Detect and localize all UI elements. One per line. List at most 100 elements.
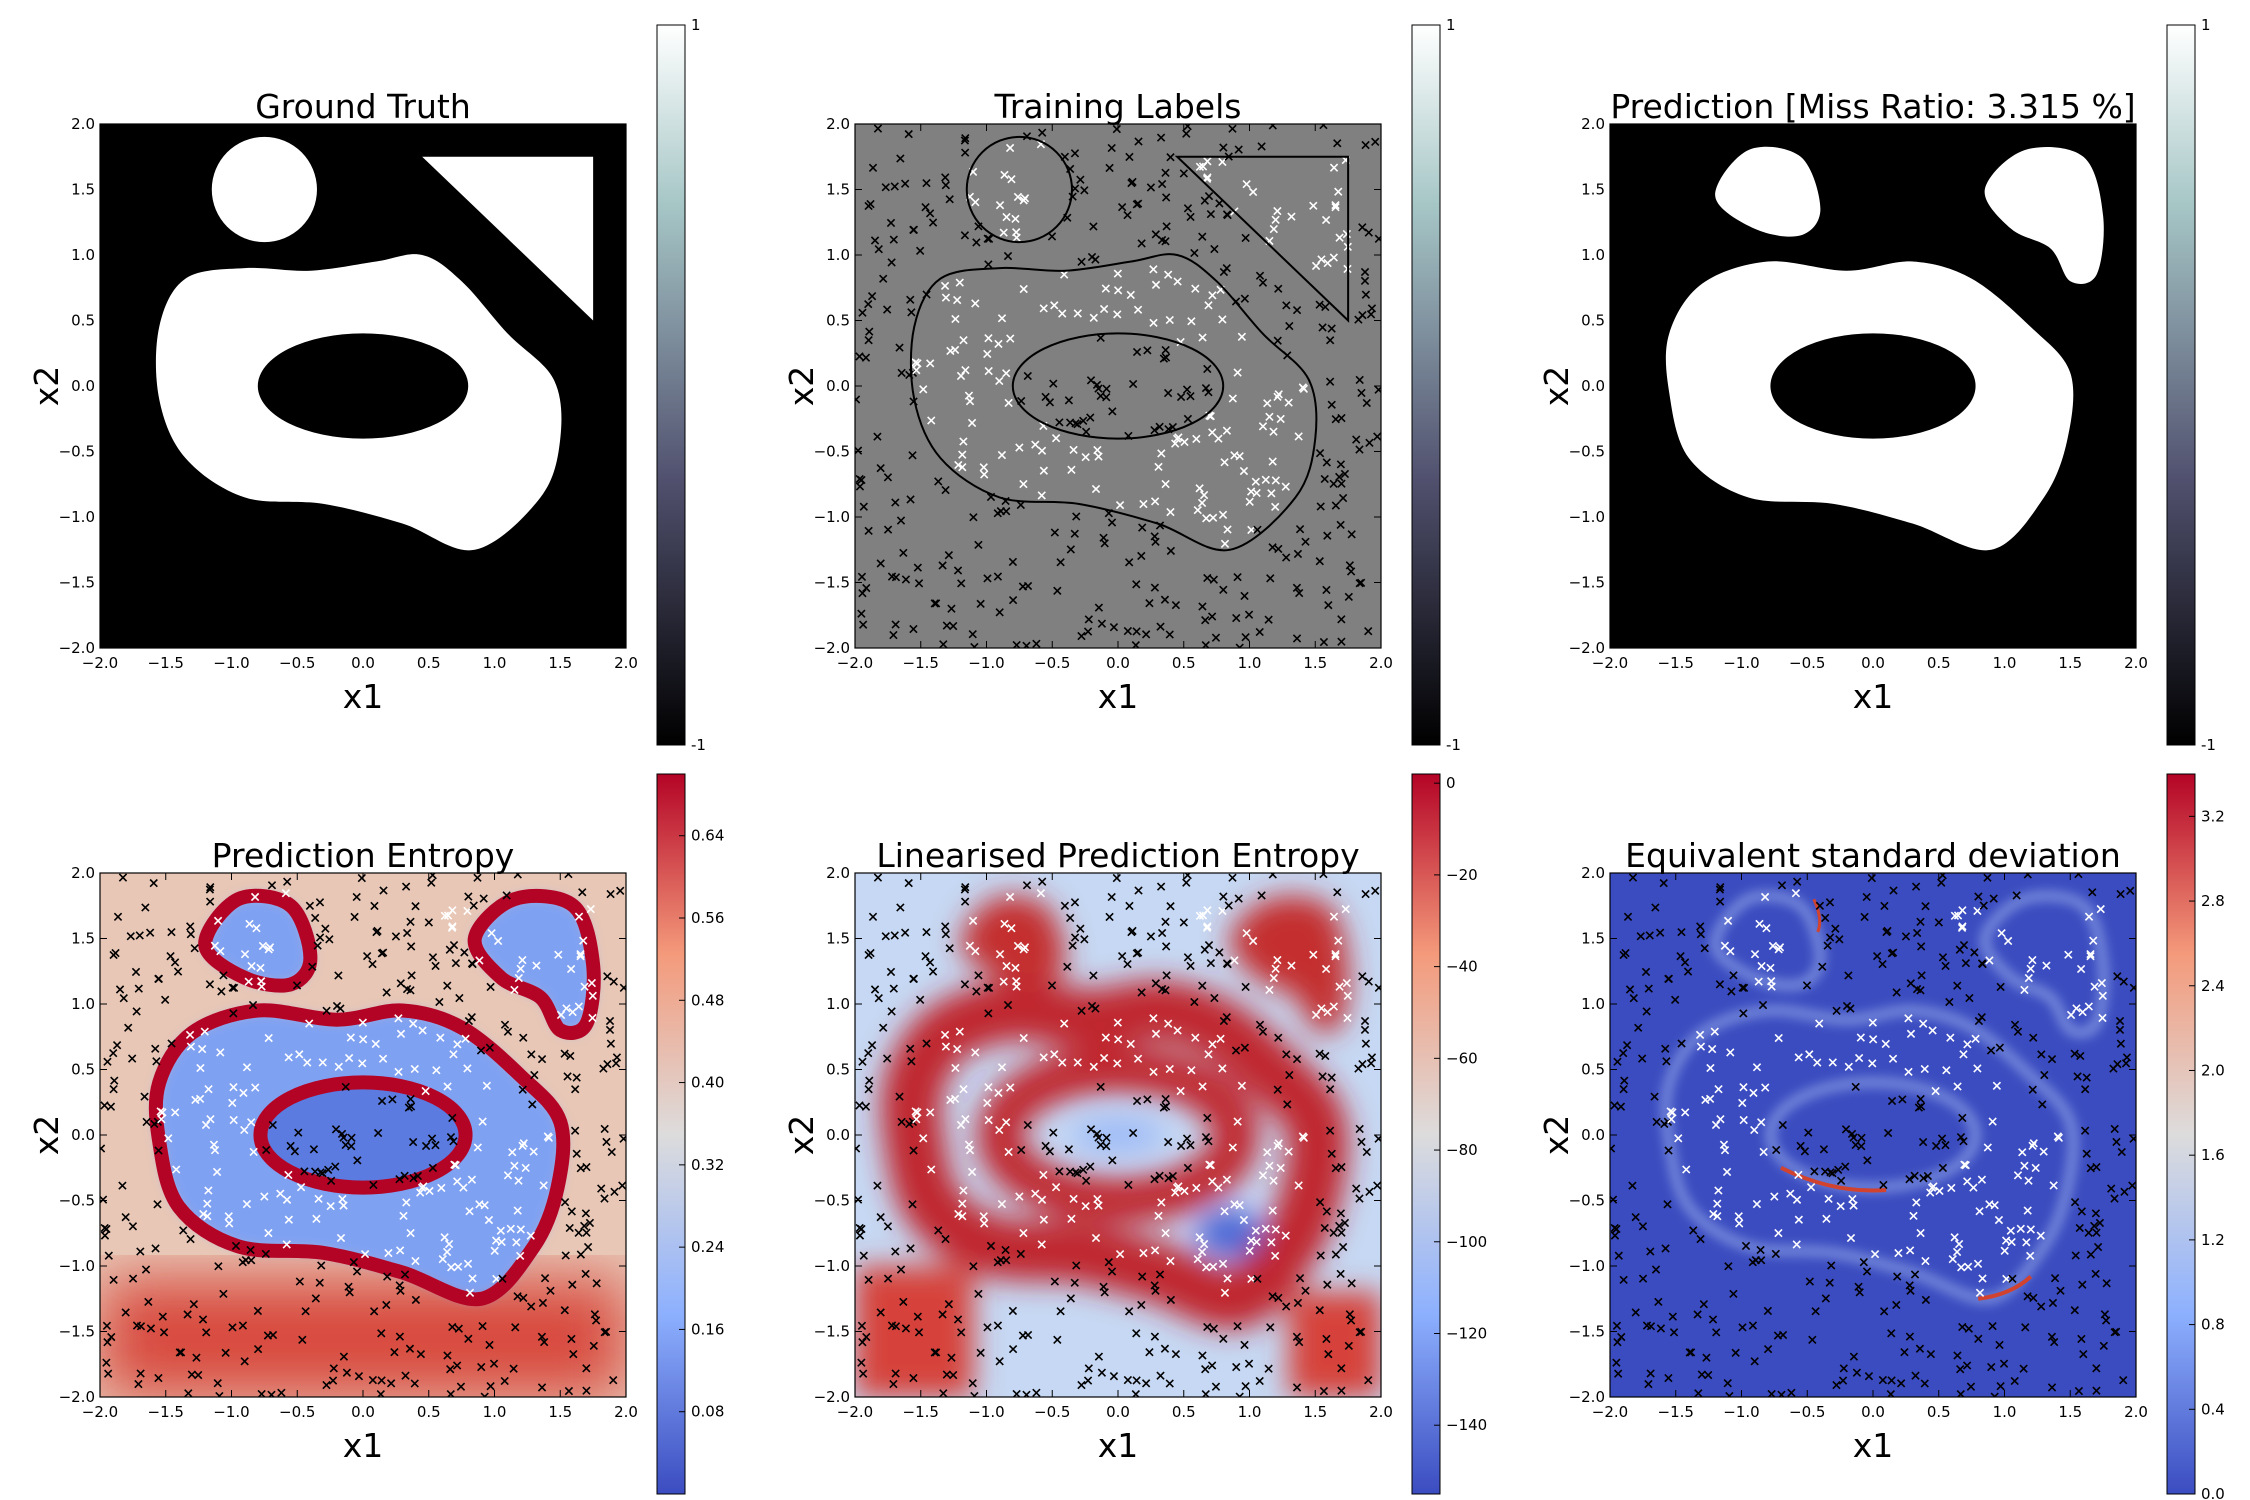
x-tick-label: 1.5: [2058, 654, 2082, 672]
sample-point: [954, 460, 963, 470]
sample-point: [1166, 1295, 1176, 1305]
sample-point: [1137, 988, 1146, 997]
sample-point: [1854, 1053, 1864, 1063]
y-tick-label: −1.5: [59, 1323, 95, 1341]
sample-point: [1808, 1335, 1817, 1344]
sample-point: [2098, 991, 2107, 1000]
sample-point: [1340, 1218, 1350, 1228]
sample-point: [1203, 1113, 1212, 1123]
sample-point: [922, 178, 931, 188]
sample-point: [1104, 1258, 1113, 1267]
sample-point: [1839, 1364, 1848, 1373]
sample-point: [1735, 1219, 1744, 1228]
sample-point: [1947, 1183, 1956, 1193]
sample-point: [134, 1379, 143, 1389]
sample-point: [154, 974, 163, 984]
sample-point: [1315, 300, 1324, 309]
sample-point: [338, 1194, 347, 1204]
sample-point: [1878, 1375, 1888, 1385]
sample-point: [1329, 163, 1339, 172]
sample-point: [1141, 1379, 1151, 1388]
sample-point: [984, 1009, 993, 1018]
sample-point: [1844, 971, 1853, 980]
sample-point: [1132, 1096, 1142, 1106]
sample-point: [1726, 946, 1735, 956]
x-tick-label: −1.5: [148, 1403, 184, 1421]
sample-point: [1755, 919, 1764, 929]
sample-point: [1219, 143, 1228, 152]
sample-point: [268, 1330, 278, 1340]
sample-point: [1315, 557, 1324, 566]
sample-point: [861, 353, 871, 362]
sample-point: [2026, 1225, 2035, 1234]
sample-point: [588, 1013, 597, 1023]
sample-point: [1336, 1209, 1346, 1218]
sample-point: [170, 958, 180, 967]
sample-point: [1613, 1369, 1623, 1378]
sample-point: [1117, 951, 1127, 961]
y-tick-label: 1.5: [1581, 181, 1605, 199]
sample-point: [979, 463, 988, 472]
sample-point: [132, 1007, 141, 1016]
sample-point: [206, 1115, 215, 1124]
sample-point: [1056, 1307, 1065, 1316]
sample-point: [1757, 1118, 1766, 1127]
sample-point: [478, 1117, 487, 1126]
x-tick-label: −1.0: [1723, 1403, 1759, 1421]
sample-point: [245, 919, 254, 929]
sample-point: [1083, 627, 1093, 636]
sample-point: [396, 1029, 406, 1039]
sample-point: [556, 1010, 566, 1020]
pred-region-circle: [1715, 146, 1821, 237]
sample-point: [543, 1132, 553, 1141]
sample-point: [465, 1288, 475, 1297]
sample-point: [421, 1141, 431, 1151]
sample-point: [1777, 881, 1787, 890]
sample-point: [146, 1324, 156, 1333]
sample-point: [342, 1368, 352, 1377]
sample-point: [1149, 265, 1158, 274]
sample-point: [2066, 1010, 2076, 1020]
sample-point: [1038, 877, 1047, 886]
sample-point: [110, 1076, 119, 1085]
sample-point: [1365, 1187, 1374, 1196]
sample-point: [347, 1133, 356, 1142]
sample-point: [1352, 435, 1361, 444]
sample-point: [202, 1328, 211, 1337]
sample-point: [519, 1033, 528, 1042]
sample-point: [1139, 1248, 1148, 1258]
sample-point: [238, 1321, 248, 1330]
sample-point: [1366, 1059, 1376, 1068]
sample-point: [186, 922, 195, 931]
sample-point: [1702, 1353, 1711, 1362]
sample-point: [1851, 1140, 1860, 1150]
sample-point: [1656, 1324, 1666, 1333]
sample-point: [1094, 1201, 1103, 1210]
sample-point: [1811, 1307, 1820, 1316]
sample-point: [528, 1100, 537, 1109]
sample-point: [1132, 627, 1141, 636]
sample-point: [940, 1030, 950, 1040]
sample-point: [1133, 948, 1143, 957]
panel-title: Ground Truth: [255, 87, 471, 126]
sample-point: [2029, 1139, 2038, 1148]
panel-3: −2.0−2.0−1.5−1.5−1.0−1.0−0.5−0.50.00.00.…: [1537, 16, 2216, 754]
sample-point: [1963, 1262, 1973, 1271]
sample-point: [1183, 414, 1193, 424]
sample-point: [1341, 904, 1350, 914]
sample-point: [1161, 345, 1170, 355]
sample-point: [516, 1225, 525, 1234]
sample-point: [1859, 1258, 1868, 1267]
sample-point: [864, 1048, 873, 1058]
contour-ring-inner: [1011, 332, 1225, 440]
sample-point: [1073, 1169, 1082, 1178]
sample-point: [956, 371, 966, 381]
sample-point: [1821, 913, 1830, 923]
sample-point: [1966, 1382, 1976, 1391]
sample-point: [1216, 1034, 1225, 1043]
sample-point: [1958, 922, 1967, 931]
y-tick-label: 0.0: [71, 377, 95, 395]
sample-point: [1171, 600, 1181, 610]
sample-point: [186, 1234, 195, 1244]
colorbar-tick-label: 2.4: [2201, 977, 2225, 995]
